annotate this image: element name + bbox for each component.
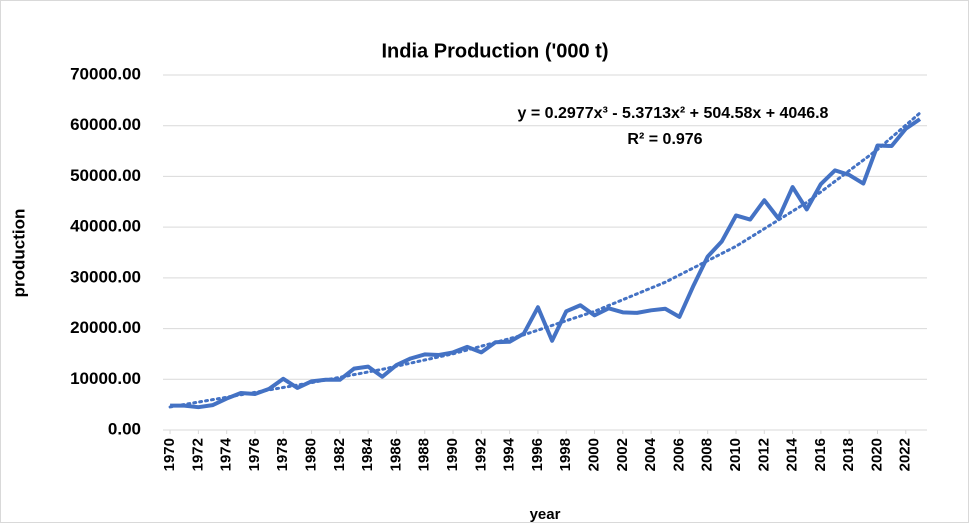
x-tick-label: 1976 [246, 438, 263, 471]
x-tick-label: 2010 [727, 438, 744, 471]
x-tick-label: 2016 [812, 438, 829, 471]
x-tick-label: 1986 [387, 438, 404, 471]
y-tick-label: 50000.00 [70, 166, 141, 185]
y-axis-label: production [9, 209, 28, 298]
x-tick-label: 2020 [868, 438, 885, 471]
y-tick-label: 40000.00 [70, 217, 141, 236]
x-tick-label: 2004 [642, 437, 659, 471]
y-tick-label: 20000.00 [70, 318, 141, 337]
x-tick-label: 1988 [416, 438, 433, 471]
x-tick-label: 1978 [274, 438, 291, 471]
y-tick-label: 60000.00 [70, 115, 141, 134]
x-tick-label: 1990 [444, 438, 461, 471]
x-tick-label: 1998 [557, 438, 574, 471]
y-tick-label: 30000.00 [70, 267, 141, 286]
x-tick-label: 2000 [585, 438, 602, 471]
x-tick-label: 1996 [529, 438, 546, 471]
data-line [170, 117, 922, 410]
x-tick-label: 2002 [614, 438, 631, 471]
x-tick-label: 2018 [840, 438, 857, 471]
y-tick-label: 70000.00 [70, 64, 141, 83]
x-tick-label: 1970 [161, 438, 178, 471]
y-tick-label: 0.00 [108, 419, 141, 438]
y-tick-label: 10000.00 [70, 369, 141, 388]
x-tick-label: 1982 [331, 438, 348, 471]
x-tick-label: 1992 [472, 438, 489, 471]
trend-r2: R² = 0.976 [627, 131, 702, 148]
x-tick-label: 1972 [189, 438, 206, 471]
x-tick-label: 1974 [218, 437, 235, 471]
x-tick-label: 2008 [699, 438, 716, 471]
x-tick-label: 2014 [784, 437, 801, 471]
x-tick-label: 2022 [897, 438, 914, 471]
x-axis-label: year [530, 506, 561, 523]
x-tick-label: 2006 [670, 438, 687, 471]
x-tick-label: 1980 [303, 438, 320, 471]
trend-equation: y = 0.2977x³ - 5.3713x² + 504.58x + 4046… [518, 105, 829, 122]
x-tick-label: 2012 [755, 438, 772, 471]
chart-title: India Production ('000 t) [382, 40, 609, 62]
x-tick-label: 1994 [501, 437, 518, 471]
x-tick-label: 1984 [359, 437, 376, 471]
